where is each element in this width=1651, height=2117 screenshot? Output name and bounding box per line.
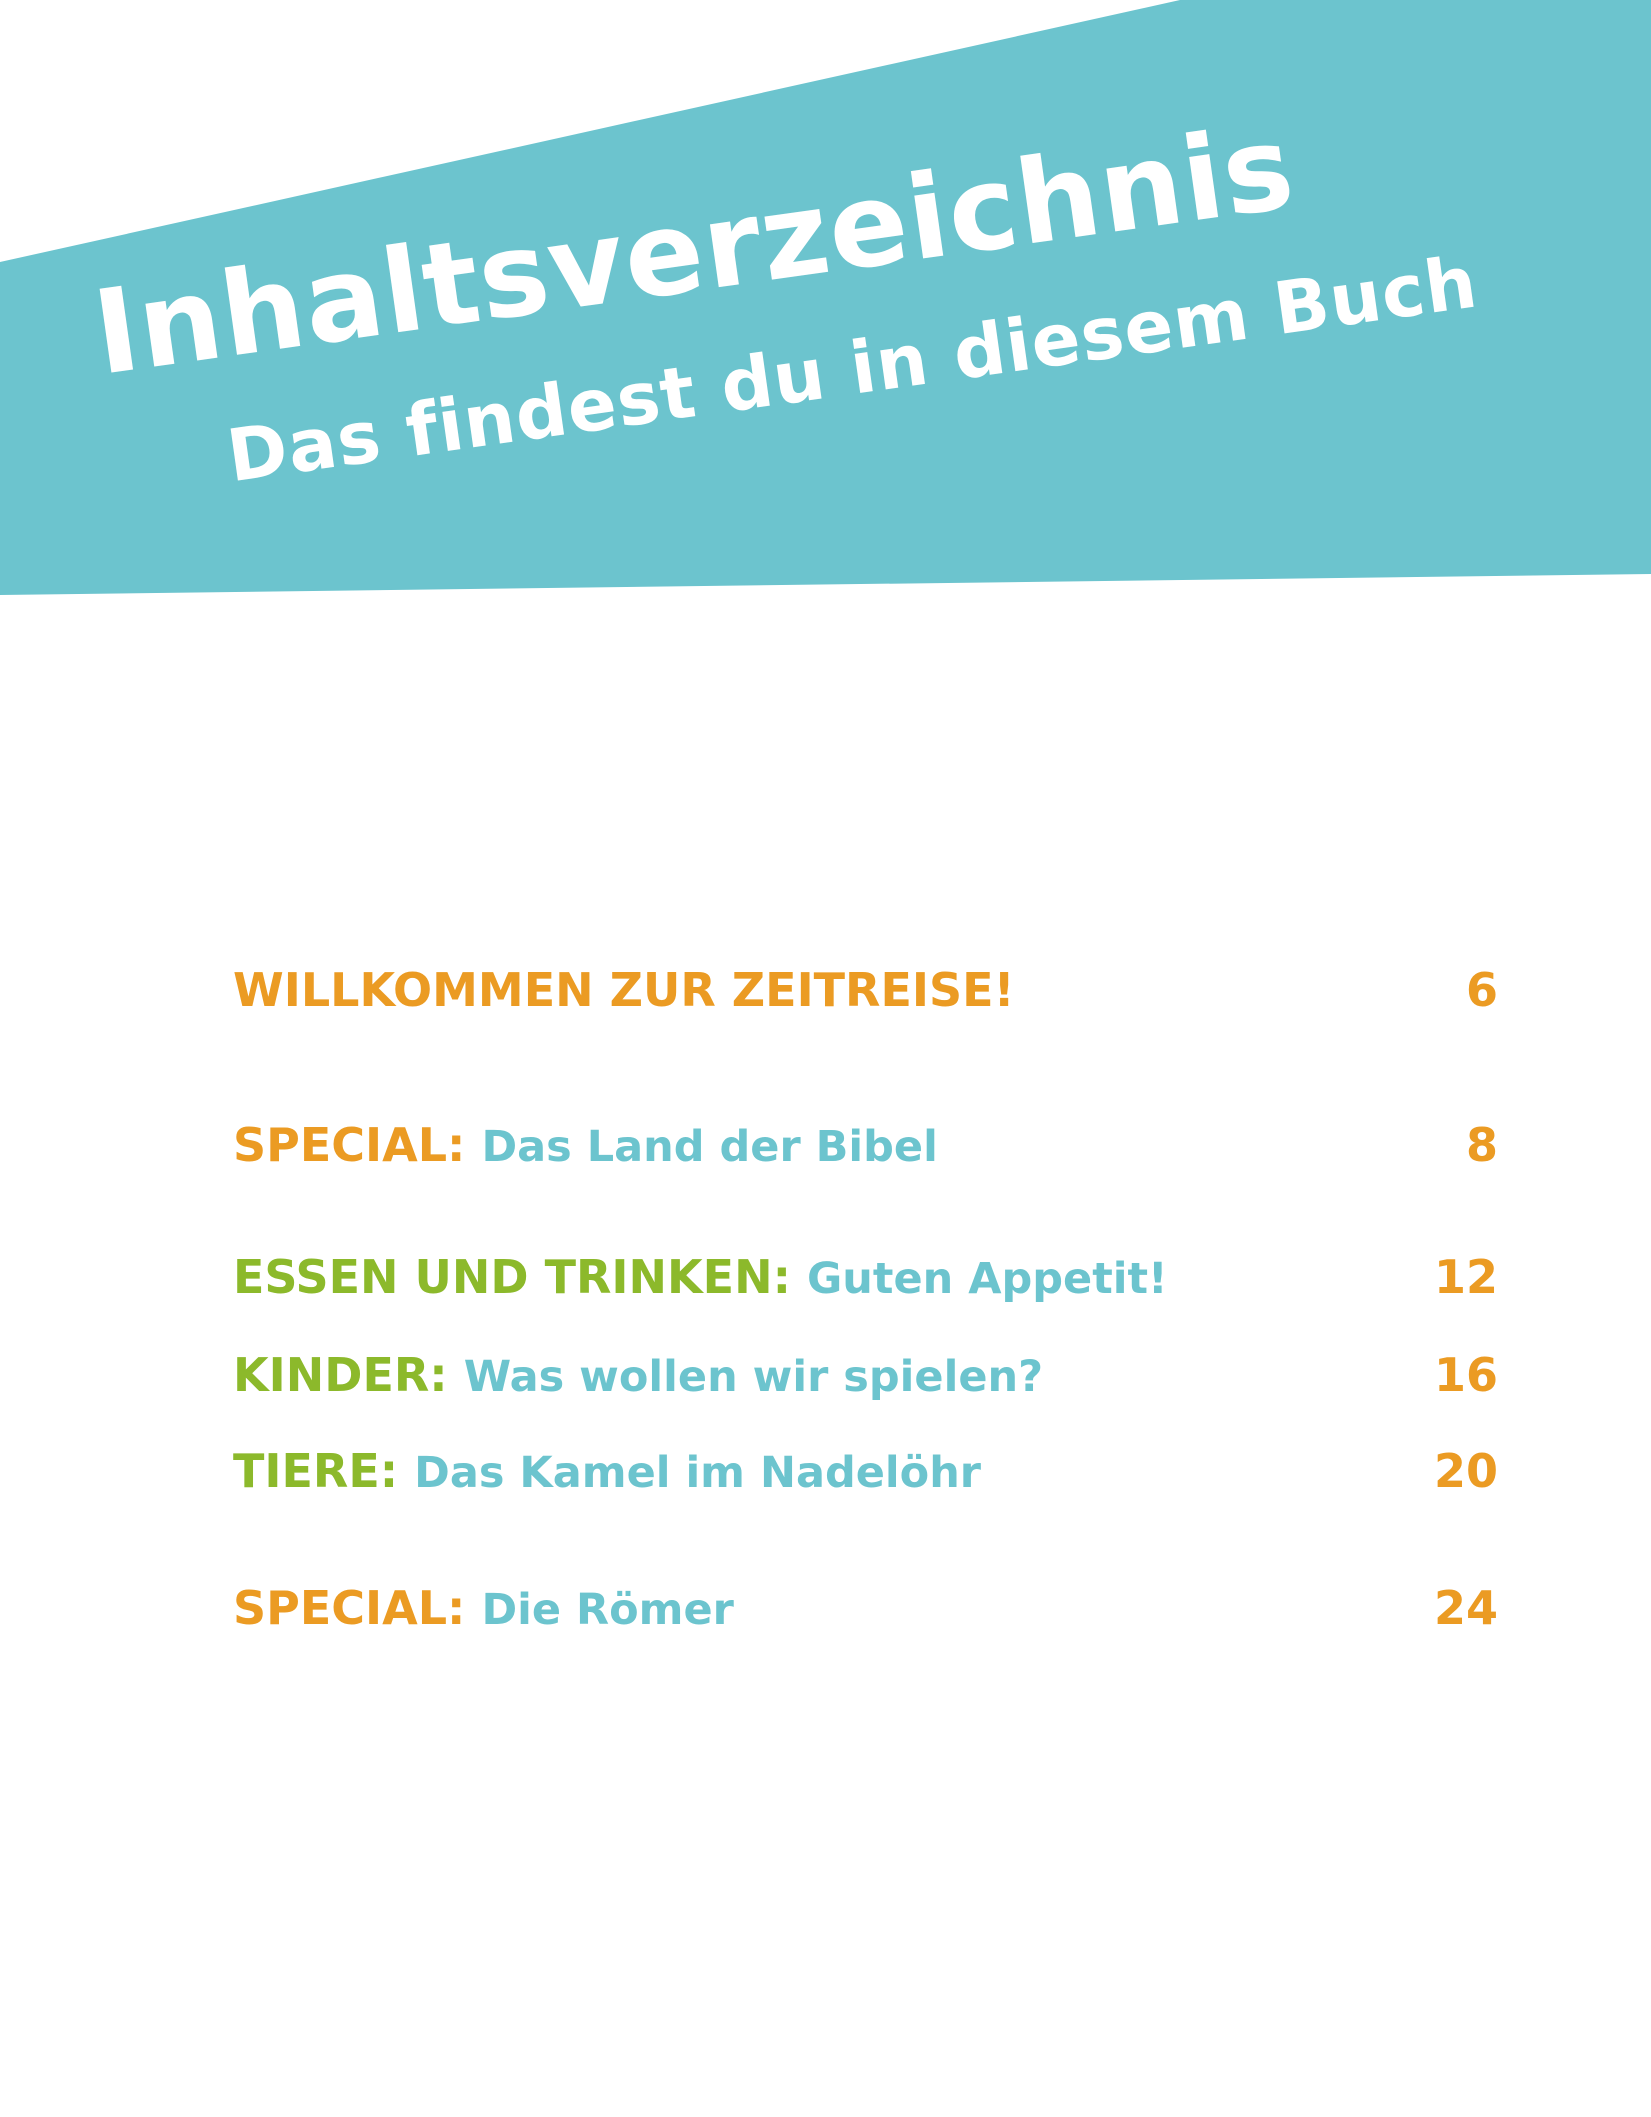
toc-entry-label: WILLKOMMEN ZUR ZEITREISE!	[233, 963, 1031, 1017]
toc-category: KINDER:	[233, 1348, 448, 1402]
toc-entry-label: KINDER: Was wollen wir spielen?	[233, 1348, 1043, 1402]
toc-entry-label: SPECIAL: Die Römer	[233, 1581, 734, 1635]
toc-entry-essen[interactable]: ESSEN UND TRINKEN: Guten Appetit! 12	[233, 1242, 1498, 1312]
toc-category: ESSEN UND TRINKEN:	[233, 1250, 791, 1304]
toc-page-number: 20	[1433, 1444, 1498, 1498]
toc-entry-special-land[interactable]: SPECIAL: Das Land der Bibel 8	[233, 1110, 1498, 1180]
toc-page-number: 16	[1433, 1348, 1498, 1402]
toc-page-number: 24	[1433, 1581, 1498, 1635]
toc-description: Guten Appetit!	[806, 1254, 1168, 1304]
toc-description: Das Kamel im Nadelöhr	[414, 1448, 982, 1498]
toc-description: Die Römer	[481, 1585, 734, 1635]
toc-category: TIERE:	[233, 1444, 399, 1498]
toc-description: Was wollen wir spielen?	[463, 1352, 1044, 1402]
toc-page-number: 8	[1465, 1118, 1498, 1172]
toc-page-number: 12	[1433, 1250, 1498, 1304]
toc-entry-label: SPECIAL: Das Land der Bibel	[233, 1118, 938, 1172]
toc-entry-tiere[interactable]: TIERE: Das Kamel im Nadelöhr 20	[233, 1436, 1498, 1506]
toc-page-number: 6	[1465, 963, 1498, 1017]
toc-category: SPECIAL:	[233, 1118, 466, 1172]
toc-category: WILLKOMMEN ZUR ZEITREISE!	[233, 963, 1015, 1017]
toc-entry-label: ESSEN UND TRINKEN: Guten Appetit!	[233, 1250, 1168, 1304]
toc-entry-kinder[interactable]: KINDER: Was wollen wir spielen? 16	[233, 1340, 1498, 1410]
toc-description: Das Land der Bibel	[481, 1122, 938, 1172]
toc-entry-special-roemer[interactable]: SPECIAL: Die Römer 24	[233, 1573, 1498, 1643]
header-banner: Inhaltsverzeichnis Das findest du in die…	[0, 0, 1651, 600]
toc-entry-willkommen[interactable]: WILLKOMMEN ZUR ZEITREISE! 6	[233, 955, 1498, 1025]
banner-shape	[0, 0, 1651, 595]
toc-category: SPECIAL:	[233, 1581, 466, 1635]
toc-entry-label: TIERE: Das Kamel im Nadelöhr	[233, 1444, 981, 1498]
